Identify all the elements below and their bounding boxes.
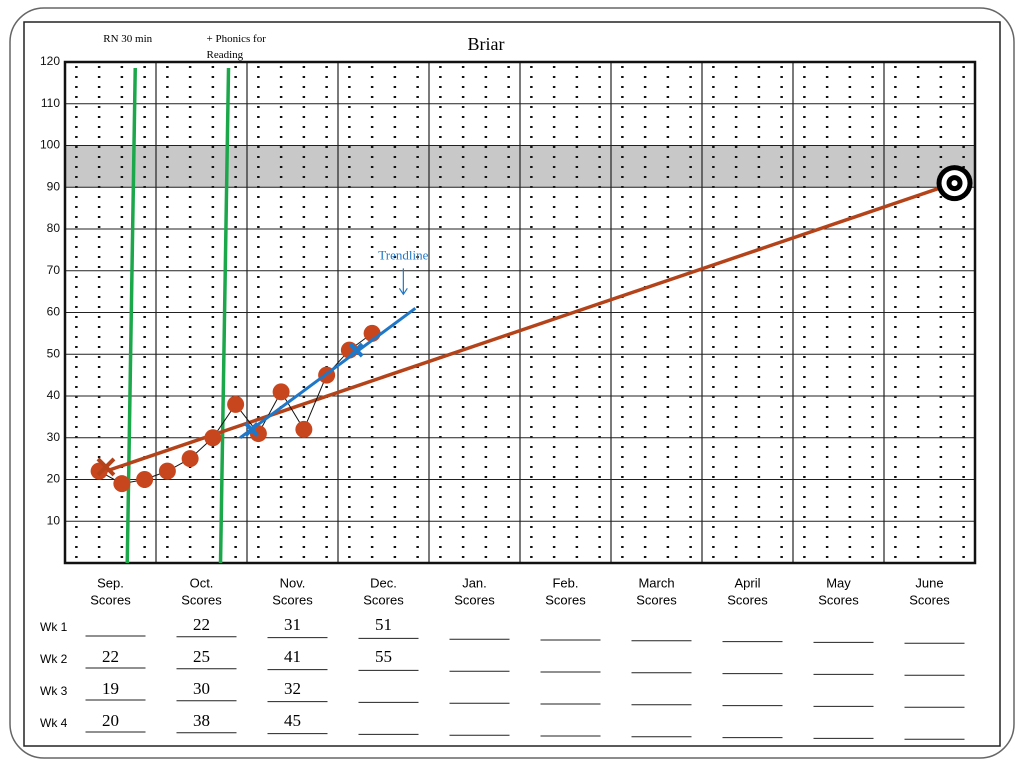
month-caption: Scores [636,592,677,607]
score-point [136,471,154,488]
score-entry: 31 [284,615,301,634]
score-entry: 51 [375,615,392,634]
trendline [239,307,417,439]
week-label: Wk 4 [40,716,68,730]
intervention-label: RN 30 min [103,33,153,45]
week-label: Wk 1 [40,620,68,634]
score-entry: 30 [193,679,210,698]
y-tick-label: 90 [47,179,61,193]
score-entry: 19 [102,679,119,698]
goal-target [951,180,958,187]
month-caption: Scores [363,592,404,607]
month-label: May [826,575,851,590]
y-tick-label: 80 [47,221,61,235]
score-entry: 25 [193,647,210,666]
intervention-label-box: + Phonics for Reading [206,33,266,61]
month-label: Feb. [552,575,578,590]
week-label: Wk 3 [40,684,68,698]
slide-frame [9,7,1015,759]
month-label: Dec. [370,575,397,590]
intervention-label-box: RN 30 min [103,33,153,45]
month-caption: Scores [454,592,495,607]
y-tick-label: 60 [47,305,61,319]
score-entry: 22 [193,615,210,634]
score-entry: 22 [102,647,119,666]
score-point [295,420,313,438]
score-entry: 41 [284,647,301,666]
intervention-label: + Phonics for Reading [206,33,266,61]
score-point [181,450,199,468]
y-tick-label: 120 [40,54,60,68]
intervention-line [218,67,231,564]
month-label: March [638,575,674,590]
trendline-arrow [398,268,408,296]
month-label: Jan. [462,575,487,590]
chart-title: Briar [468,34,505,54]
y-tick-label: 20 [47,472,61,486]
score-entry: 32 [284,679,301,698]
y-tick-label: 30 [47,430,61,444]
month-label: Oct. [190,575,214,590]
month-caption: Scores [818,592,859,607]
score-point [204,429,222,447]
y-tick-label: 110 [41,96,60,110]
month-label: Nov. [280,575,306,590]
score-point [113,475,131,493]
month-caption: Scores [727,592,768,607]
trend-marker [348,342,364,358]
month-caption: Scores [909,592,950,607]
y-tick-label: 100 [40,138,60,152]
month-caption: Scores [545,592,586,607]
score-point [272,383,290,401]
month-label: April [734,575,760,590]
y-tick-label: 10 [47,513,61,527]
score-entry: 45 [284,711,301,730]
trendline-label: Trendline [378,247,428,262]
score-entry: 38 [193,711,210,730]
month-caption: Scores [272,592,313,607]
score-point [158,462,176,480]
month-label: Sep. [97,575,124,590]
score-point [227,395,245,413]
page-border [23,21,1001,747]
month-label: June [915,575,943,590]
baseline-marker [96,457,116,477]
score-entry: 20 [102,711,119,730]
trend-marker [244,421,259,437]
y-tick-label: 50 [47,346,61,360]
month-caption: Scores [90,592,131,607]
plot-frame [63,60,977,565]
y-tick-label: 70 [47,263,61,277]
month-caption: Scores [181,592,222,607]
week-label: Wk 2 [40,652,68,666]
y-tick-label: 40 [47,388,61,402]
score-entry: 55 [375,647,392,666]
